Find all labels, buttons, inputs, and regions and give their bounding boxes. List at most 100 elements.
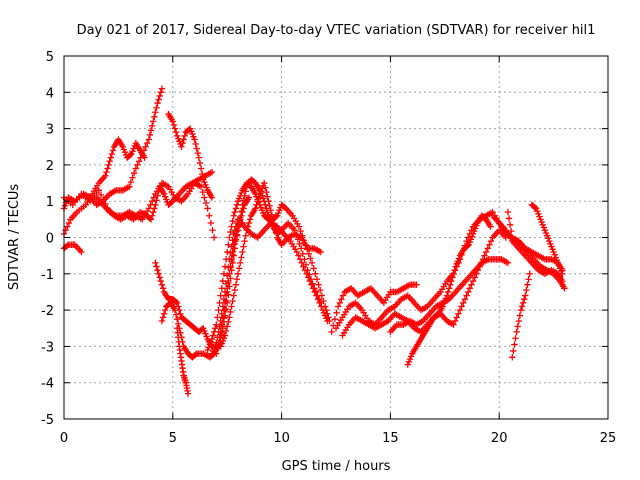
data-point (150, 194, 157, 201)
x-tick-label: 20 (491, 431, 508, 446)
data-point (239, 208, 246, 216)
data-point (225, 241, 232, 248)
data-point (260, 179, 268, 187)
data-point (179, 139, 186, 147)
y-tick-label: 4 (46, 86, 54, 101)
chart-title: Day 021 of 2017, Sidereal Day-to-day VTE… (77, 23, 596, 38)
data-point (177, 310, 184, 317)
data-point (126, 183, 133, 190)
series-arc-14 (328, 281, 420, 336)
data-point (466, 285, 474, 292)
data-point (471, 274, 478, 281)
data-point (338, 296, 345, 303)
data-point (239, 248, 246, 256)
data-point (197, 165, 205, 172)
data-point (304, 266, 311, 274)
data-point (444, 288, 452, 296)
data-point (222, 327, 230, 335)
data-point (104, 165, 111, 172)
data-point (65, 219, 73, 227)
axis-ticks: 0 5 10 15 20 25 -5 -4 -3 -2 -1 0 1 2 3 4 5 (41, 50, 616, 446)
data-point (468, 281, 475, 288)
data-point (243, 227, 250, 234)
data-point (157, 89, 165, 96)
data-point (519, 299, 527, 307)
data-point (232, 236, 240, 243)
data-point (161, 306, 169, 314)
data-point (220, 270, 228, 277)
data-point (272, 213, 280, 220)
data-point (225, 318, 232, 326)
data-point (130, 169, 138, 177)
y-tick-label: 1 (46, 195, 54, 210)
series-arc-17 (387, 256, 512, 336)
data-point (232, 281, 240, 288)
data-point (464, 288, 472, 296)
data-point (214, 314, 221, 321)
data-point (233, 276, 241, 283)
data-point (309, 280, 316, 287)
series-arc-01 (60, 136, 148, 238)
data-point (232, 223, 240, 230)
data-point (324, 317, 331, 325)
data-point (245, 219, 253, 227)
data-point (62, 227, 69, 234)
data-point (158, 281, 166, 288)
x-tick-label: 25 (600, 431, 617, 446)
data-point (228, 303, 235, 310)
data-point (214, 345, 221, 352)
data-point (170, 121, 178, 129)
data-point (228, 257, 235, 265)
data-point (234, 270, 242, 277)
data-point (511, 341, 518, 348)
data-point (464, 242, 471, 249)
data-point (242, 188, 249, 195)
data-point (127, 151, 134, 159)
data-point (301, 256, 308, 263)
data-point (173, 315, 181, 323)
data-point (145, 136, 153, 143)
data-point (171, 306, 179, 314)
data-point (207, 219, 215, 227)
data-point (106, 158, 113, 165)
data-point (522, 292, 529, 299)
data-point (229, 217, 236, 225)
data-point (269, 216, 277, 223)
data-point (299, 250, 307, 258)
data-point (453, 314, 460, 321)
data-point (156, 92, 163, 100)
data-point (233, 201, 241, 209)
data-point (142, 143, 149, 150)
data-point (262, 184, 269, 191)
data-point (517, 306, 525, 314)
data-point (195, 154, 203, 161)
data-point (204, 205, 211, 212)
data-point (216, 299, 223, 307)
data-point (328, 328, 335, 336)
data-point (212, 325, 219, 332)
series-arc-18 (404, 212, 494, 368)
data-point (221, 332, 229, 339)
x-tick-label: 5 (169, 431, 177, 446)
data-point (270, 220, 278, 228)
data-point (175, 320, 182, 327)
data-point (336, 299, 344, 307)
x-tick-label: 0 (60, 431, 68, 446)
data-point (308, 281, 315, 288)
data-point (463, 237, 470, 245)
data-point (463, 292, 470, 299)
data-point (78, 248, 85, 256)
y-tick-label: 2 (46, 159, 54, 174)
data-point (224, 285, 231, 292)
data-point (147, 127, 155, 134)
data-point (137, 154, 144, 161)
data-point (314, 292, 321, 299)
data-point (315, 281, 322, 288)
data-point (307, 255, 314, 262)
data-point (233, 231, 241, 238)
data-point (487, 223, 494, 230)
data-point (237, 259, 244, 267)
data-point (524, 281, 531, 288)
x-tick-label: 15 (382, 431, 399, 446)
data-point (219, 303, 227, 310)
